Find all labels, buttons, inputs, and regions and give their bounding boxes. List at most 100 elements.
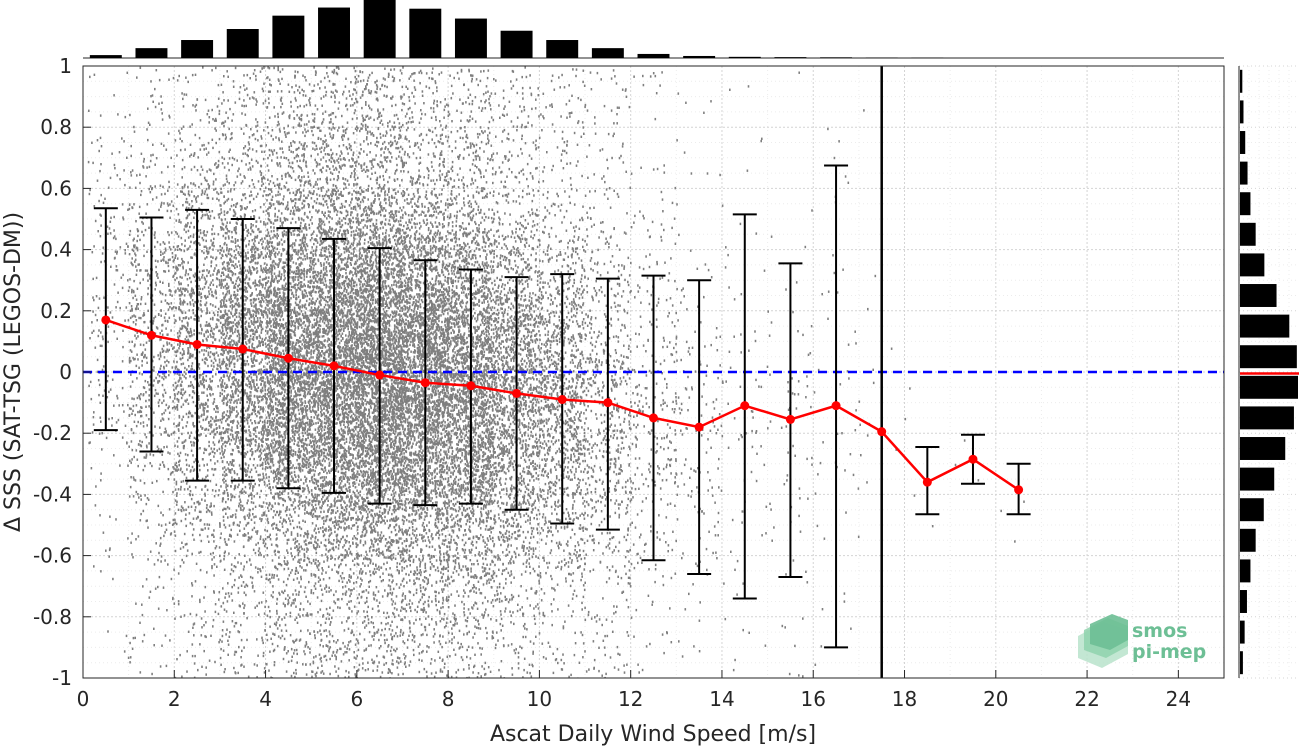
scatter-point [227,368,229,370]
scatter-point [228,151,230,153]
scatter-point [448,632,450,634]
scatter-point [313,267,315,269]
scatter-point [409,107,411,109]
scatter-point [279,332,281,334]
scatter-point [476,240,478,242]
scatter-point [555,493,557,495]
scatter-point [368,520,370,522]
scatter-point [365,171,367,173]
scatter-point [364,649,366,651]
scatter-point [376,553,378,555]
scatter-point [540,277,542,279]
scatter-point [408,559,410,561]
scatter-point [190,222,192,224]
scatter-point [347,348,349,350]
scatter-point [626,392,628,394]
scatter-point [428,521,430,523]
scatter-point [124,249,126,251]
scatter-point [218,233,220,235]
scatter-point [201,498,203,500]
scatter-point [544,327,546,329]
scatter-point [296,467,298,469]
scatter-point [154,304,156,306]
scatter-point [385,280,387,282]
scatter-point [475,547,477,549]
scatter-point [585,195,587,197]
scatter-point [201,528,203,530]
scatter-point [263,278,265,280]
scatter-point [827,318,829,320]
scatter-point [439,237,441,239]
top-histogram-bar [592,48,624,58]
scatter-point [313,243,315,245]
scatter-point [649,370,651,372]
scatter-point [807,581,809,583]
scatter-point [161,171,163,173]
scatter-point [376,88,378,90]
scatter-point [178,213,180,215]
scatter-point [337,649,339,651]
scatter-point [361,265,363,267]
scatter-point [139,372,141,374]
scatter-point [554,89,556,91]
scatter-point [404,540,406,542]
scatter-point [632,369,634,371]
scatter-point [313,261,315,263]
scatter-point [647,277,649,279]
scatter-point [466,656,468,658]
scatter-point [236,280,238,282]
scatter-point [560,240,562,242]
scatter-point [631,226,633,228]
scatter-point [748,85,750,87]
scatter-point [344,509,346,511]
scatter-point [271,230,273,232]
scatter-point [537,358,539,360]
scatter-point [455,276,457,278]
scatter-point [386,617,388,619]
scatter-point [325,629,327,631]
scatter-point [212,257,214,259]
scatter-point [575,413,577,415]
scatter-point [558,463,560,465]
scatter-point [498,377,500,379]
scatter-point [562,131,564,133]
scatter-point [498,236,500,238]
scatter-point [108,187,110,189]
scatter-point [442,266,444,268]
scatter-point [162,461,164,463]
scatter-point [281,591,283,593]
scatter-point [530,537,532,539]
scatter-point [420,584,422,586]
scatter-point [767,366,769,368]
scatter-point [406,122,408,124]
scatter-point [324,141,326,143]
scatter-point [568,84,570,86]
scatter-point [668,447,670,449]
scatter-point [226,397,228,399]
scatter-point [173,569,175,571]
scatter-point [218,193,220,195]
scatter-point [412,121,414,123]
scatter-point [354,112,356,114]
scatter-point [500,610,502,612]
scatter-point [558,316,560,318]
scatter-point [440,438,442,440]
scatter-point [577,396,579,398]
scatter-point [473,442,475,444]
scatter-point [619,654,621,656]
scatter-point [141,441,143,443]
scatter-point [391,672,393,674]
scatter-point [287,125,289,127]
scatter-point [358,449,360,451]
scatter-point [447,507,449,509]
scatter-point [293,398,295,400]
scatter-point [485,242,487,244]
scatter-point [518,327,520,329]
scatter-point [213,574,215,576]
scatter-point [417,275,419,277]
scatter-point [457,459,459,461]
scatter-point [251,422,253,424]
scatter-point [512,421,514,423]
scatter-point [267,554,269,556]
scatter-point [448,606,450,608]
